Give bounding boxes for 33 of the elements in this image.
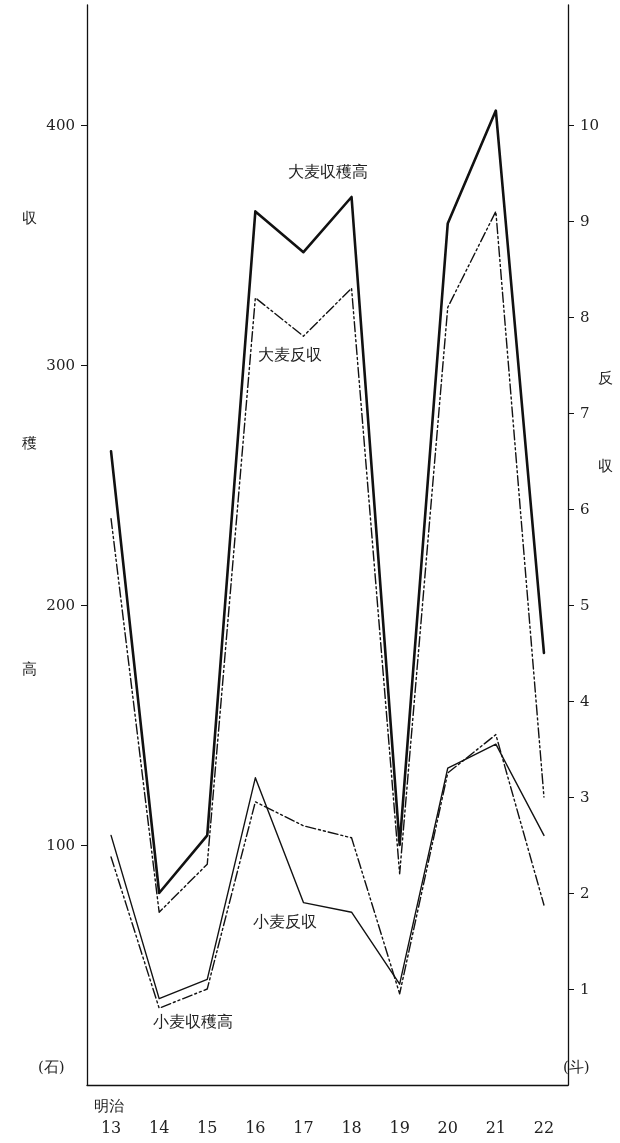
series-label: 小麦収穫高 — [153, 1011, 233, 1031]
y2-tick-label: 7 — [580, 404, 590, 422]
y2-tick-label: 8 — [580, 308, 590, 326]
y2-tick-label: 4 — [580, 692, 590, 710]
y2-tick-label: 10 — [580, 116, 600, 134]
y-axis-title: 収穫高 — [21, 198, 39, 873]
x-tick-label: 20 — [437, 1117, 458, 1137]
text: (石) — [38, 1057, 65, 1076]
x-tick-label: 13 — [100, 1117, 122, 1137]
y-tick-label: 300 — [46, 356, 75, 374]
y-tick-label: 100 — [46, 836, 75, 854]
y2-tick-label: 1 — [580, 980, 590, 998]
y-tick-label: 400 — [46, 116, 75, 134]
series-label: 大麦収穫高 — [288, 161, 368, 181]
x-tick-label: 18 — [341, 1117, 362, 1137]
x-tick-label: 15 — [197, 1117, 218, 1137]
x-tick-label: 22 — [533, 1117, 555, 1137]
x-axis-title: 明治 — [94, 1096, 124, 1115]
annotation: (斗) — [563, 1057, 590, 1076]
y2-tick-label: 2 — [580, 884, 590, 902]
x-tick-label: 21 — [485, 1117, 507, 1137]
y2-tick-label: 3 — [580, 788, 590, 806]
series-label: 大麦反収 — [258, 344, 322, 364]
y2-axis-title: 反収 — [597, 358, 615, 534]
x-tick-label: 17 — [293, 1117, 314, 1137]
y2-tick-label: 6 — [580, 500, 590, 518]
y2-tick-label: 9 — [580, 212, 590, 230]
series-label: 小麦反収 — [253, 911, 317, 931]
y2-tick-label: 5 — [580, 596, 590, 614]
y-tick-label: 200 — [46, 596, 75, 614]
x-tick-label: 14 — [148, 1117, 170, 1137]
x-tick-label: 16 — [245, 1117, 266, 1137]
x-tick-label: 19 — [389, 1117, 410, 1137]
